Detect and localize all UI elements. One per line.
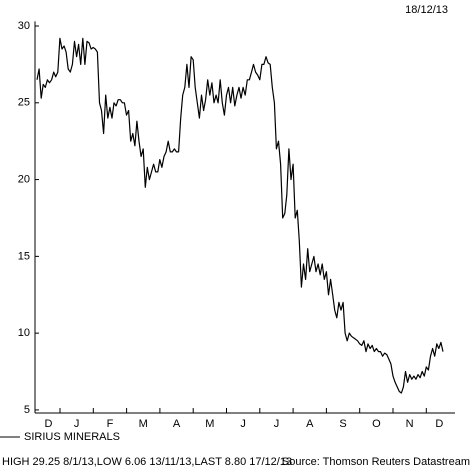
- x-tick-label: J: [240, 418, 246, 430]
- x-tick-label: M: [139, 418, 148, 430]
- y-tick-label: 25: [18, 97, 30, 109]
- x-tick-label: A: [306, 418, 314, 430]
- y-tick-label: 15: [18, 250, 30, 262]
- y-tick-label: 20: [18, 173, 30, 185]
- x-tick-label: A: [173, 418, 181, 430]
- y-tick-label: 10: [18, 327, 30, 339]
- source: Source: Thomson Reuters Datastream: [282, 456, 470, 468]
- price-line: [36, 37, 444, 394]
- x-tick-label: D: [435, 418, 443, 430]
- x-tick-label: D: [45, 418, 53, 430]
- footnote: HIGH 29.25 8/1/13,LOW 6.06 13/11/13,LAST…: [2, 456, 292, 468]
- x-tick-label: M: [205, 418, 214, 430]
- x-tick-label: S: [339, 418, 346, 430]
- x-tick-label: J: [274, 418, 280, 430]
- y-tick-label: 5: [24, 404, 30, 416]
- x-tick-label: N: [406, 418, 414, 430]
- x-tick-label: J: [74, 418, 80, 430]
- date-label: 18/12/13: [405, 4, 448, 16]
- legend-label: SIRIUS MINERALS: [24, 431, 120, 443]
- y-tick-label: 30: [18, 20, 30, 32]
- x-tick-label: O: [372, 418, 381, 430]
- x-tick-label: F: [107, 418, 114, 430]
